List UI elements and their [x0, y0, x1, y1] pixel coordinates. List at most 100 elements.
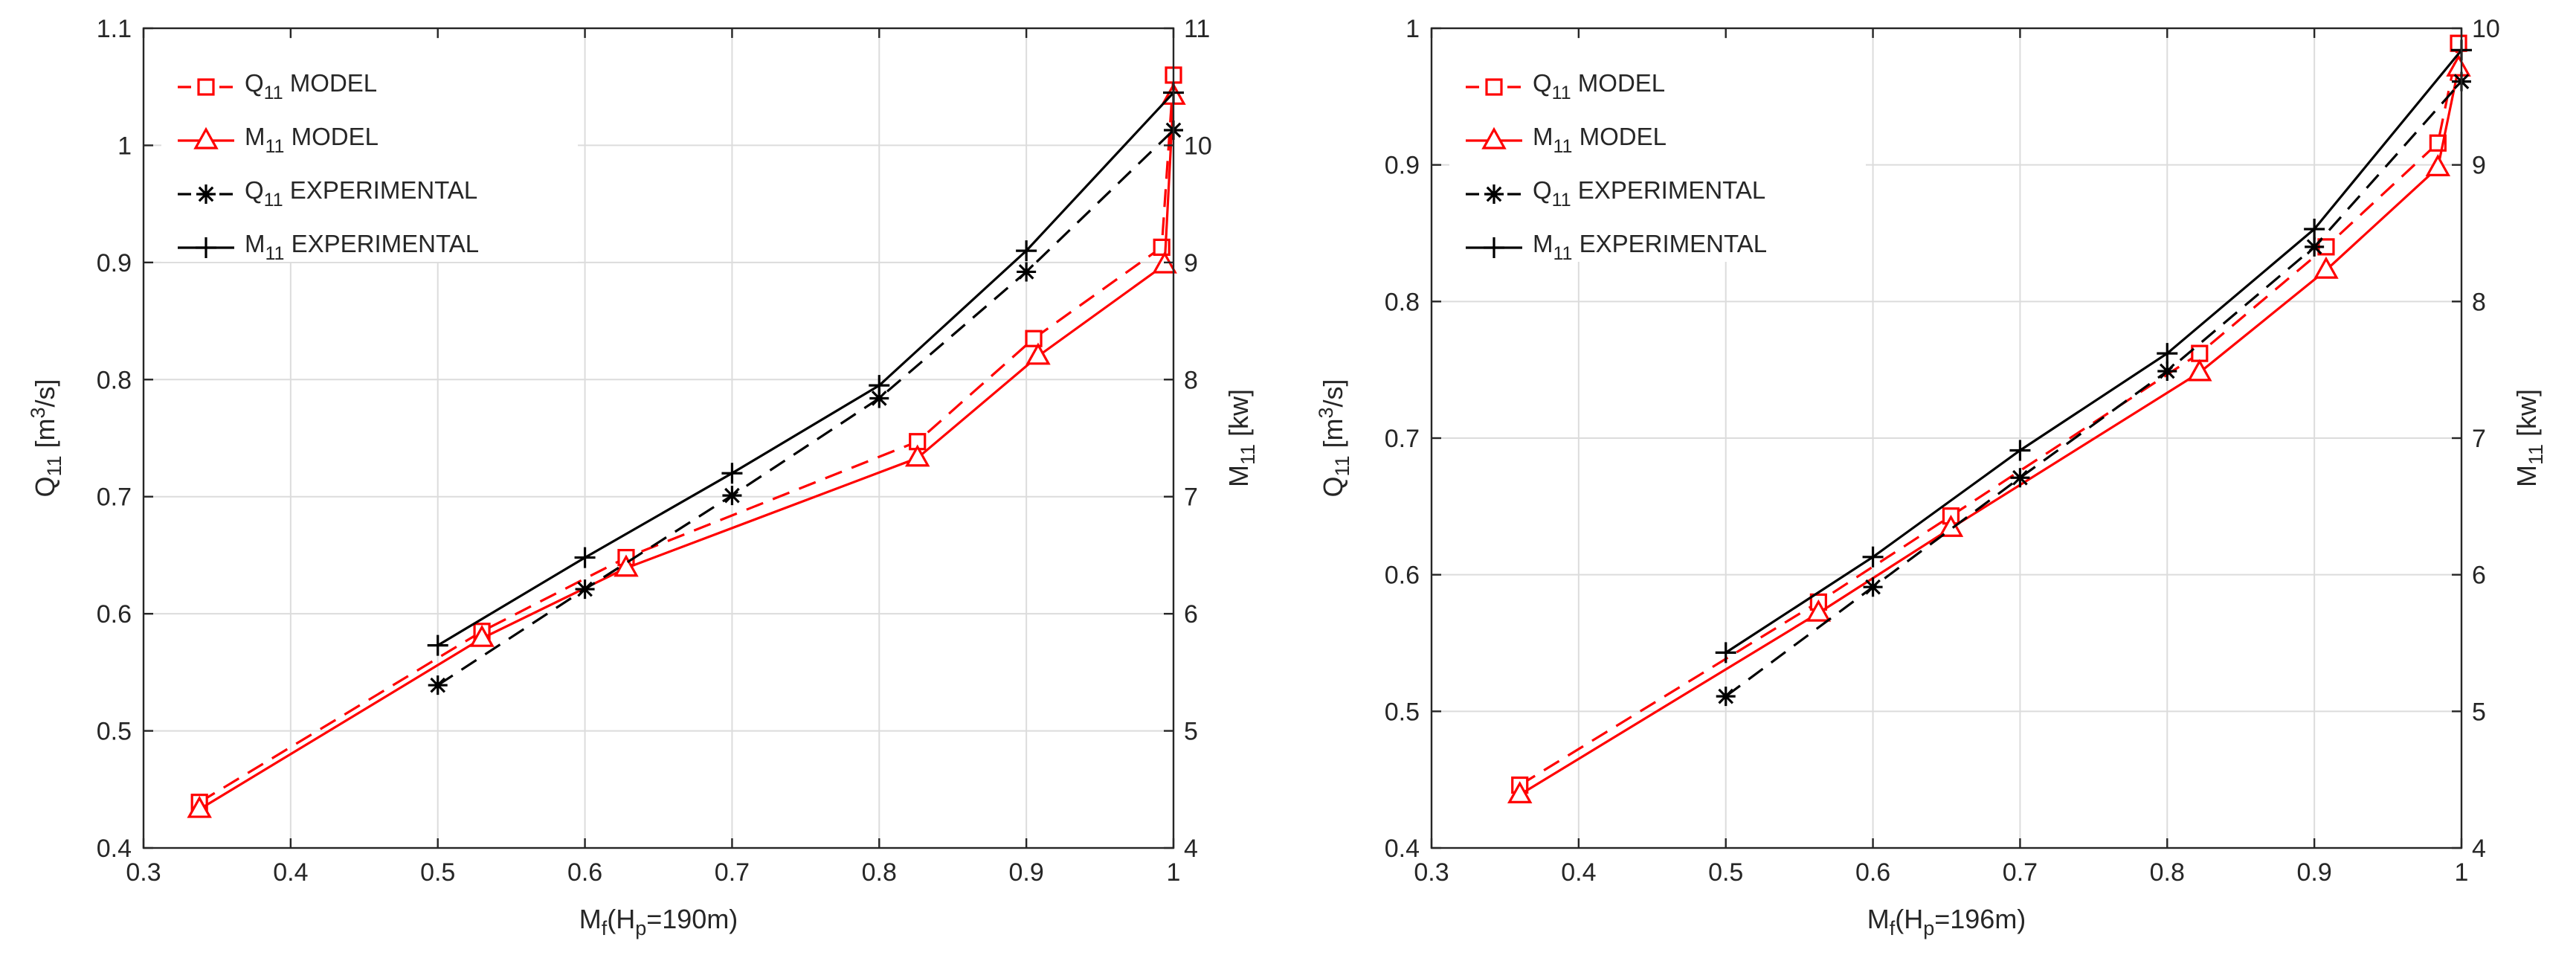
- y-right-tick-label: 7: [2472, 425, 2486, 453]
- x-tick-label: 0.9: [1009, 858, 1044, 887]
- x-tick-label: 0.5: [1708, 858, 1743, 887]
- x-tick-label: 1: [1167, 858, 1181, 887]
- legend-label-main: Q: [245, 69, 264, 97]
- y-label-main: Q: [1318, 477, 1348, 498]
- data-point-marker: [187, 795, 212, 818]
- data-point-marker: [2305, 237, 2325, 257]
- y-label-sub: 11: [1237, 444, 1259, 465]
- y-left-tick-label: 0.5: [97, 718, 132, 746]
- y-left-tick-label: 0.4: [1385, 835, 1420, 863]
- legend-entry: Q11 EXPERIMENTAL: [178, 176, 477, 211]
- legend-label-main: Q: [1533, 176, 1552, 204]
- x-label-rest: (H: [607, 904, 635, 934]
- y-left-tick-label: 0.7: [1385, 425, 1420, 453]
- y-right-tick-label: 9: [1184, 249, 1198, 277]
- legend-label-main: Q: [1533, 69, 1552, 97]
- data-point-marker: [2446, 54, 2471, 77]
- y-label-rest: /s]: [30, 379, 60, 407]
- series-m11-model: [1507, 54, 2471, 803]
- data-point-marker: [2009, 440, 2031, 461]
- legend-marker: [1484, 237, 1504, 258]
- legend-marker: [1484, 184, 1504, 204]
- y-right-tick-label: 10: [1184, 132, 1212, 160]
- x-label-sub: f: [1890, 917, 1896, 939]
- data-point-marker: [1025, 342, 1051, 365]
- y-left-tick-label: 1: [117, 132, 132, 160]
- data-point-marker: [428, 675, 448, 695]
- legend-label: M11 MODEL: [245, 123, 379, 157]
- legend-background: [161, 39, 578, 262]
- legend-label-main: M: [1533, 123, 1553, 150]
- x-tick-label: 0.8: [2150, 858, 2185, 887]
- y-right-axis-label: M11 [kw]: [1223, 389, 1259, 487]
- legend-label-rest: EXPERIMENTAL: [1571, 176, 1766, 204]
- y-left-tick-label: 0.9: [1385, 152, 1420, 180]
- data-point-marker: [1716, 687, 1736, 707]
- y-right-tick-label: 6: [2472, 562, 2486, 590]
- x-label-rest: =190m): [646, 904, 738, 934]
- legend-marker: [1481, 126, 1507, 150]
- y-label-rest: /s]: [1318, 379, 1348, 407]
- legend-entry: Q11 MODEL: [1466, 69, 1665, 103]
- data-point-marker: [869, 388, 889, 408]
- legend-label-sub: 11: [264, 190, 283, 211]
- x-label-sub: p: [1923, 917, 1934, 939]
- data-point-marker: [1863, 577, 1883, 597]
- axes-box: [142, 27, 1175, 849]
- x-tick-label: 0.4: [273, 858, 308, 887]
- series-m11-model: [187, 83, 1186, 818]
- data-point-marker: [2157, 362, 2177, 382]
- legend-label-rest: EXPERIMENTAL: [1572, 230, 1767, 257]
- data-point-marker: [1507, 781, 1533, 803]
- legend-marker: [196, 184, 216, 204]
- legend-label-main: M: [1533, 230, 1553, 257]
- data-point-marker: [869, 375, 890, 396]
- data-point-marker: [722, 486, 742, 506]
- y-label-main: M: [2511, 465, 2542, 487]
- data-point-marker: [2187, 359, 2212, 382]
- data-point-marker: [2010, 468, 2030, 488]
- y-left-tick-label: 0.6: [97, 600, 132, 629]
- y-left-tick-label: 0.8: [97, 366, 132, 394]
- x-tick-label: 0.3: [126, 858, 161, 887]
- legend-entry: M11 MODEL: [1466, 123, 1667, 157]
- data-point-marker: [2191, 344, 2209, 362]
- gridlines: [144, 28, 1173, 848]
- legend-marker: [196, 237, 216, 258]
- legend-entry: Q11 MODEL: [178, 69, 377, 103]
- series-line: [437, 129, 1175, 687]
- series-line: [437, 91, 1175, 646]
- legend-label-rest: MODEL: [283, 69, 378, 97]
- y-label-rest: [m: [1318, 419, 1348, 456]
- legend-label-sub: 11: [264, 83, 283, 103]
- data-point-marker: [469, 624, 495, 647]
- data-point-marker: [2304, 218, 2325, 240]
- y-right-tick-label: 4: [1184, 835, 1198, 863]
- legend-background: [1449, 39, 1866, 262]
- data-point-marker: [1017, 262, 1037, 282]
- y-left-tick-label: 0.7: [97, 483, 132, 512]
- x-label-main: M: [579, 904, 602, 934]
- x-tick-label: 0.7: [2003, 858, 2038, 887]
- series-line: [1725, 49, 2463, 654]
- y-label-sub: 11: [43, 456, 65, 477]
- x-tick-label: 0.8: [862, 858, 897, 887]
- y-left-tick-label: 1.1: [97, 15, 132, 43]
- x-tick-label: 0.9: [2297, 858, 2332, 887]
- legend-label-rest: MODEL: [1572, 123, 1667, 150]
- legend-label-main: Q: [245, 176, 264, 204]
- legend-label: Q11 EXPERIMENTAL: [1533, 176, 1765, 211]
- y-right-tick-label: 10: [2472, 15, 2500, 43]
- legend-label-rest: MODEL: [284, 123, 379, 150]
- chart-panel-2: 0.3 0.4 0.5 0.6 0.7 0.8 0.9 10.40.50.60.70.80.9…: [1315, 15, 2547, 939]
- y-label-rest: [kw]: [2511, 389, 2542, 444]
- y-label-sup: 3: [27, 407, 49, 418]
- x-axis-label: Mf(Hp=196m): [1867, 904, 2026, 939]
- y-right-tick-label: 6: [1184, 600, 1198, 629]
- legend-label-sub: 11: [1553, 136, 1573, 157]
- legend-label-rest: MODEL: [1571, 69, 1666, 97]
- x-tick-label: 0.5: [420, 858, 455, 887]
- data-point-marker: [1806, 599, 1832, 622]
- legend-label-main: M: [245, 230, 265, 257]
